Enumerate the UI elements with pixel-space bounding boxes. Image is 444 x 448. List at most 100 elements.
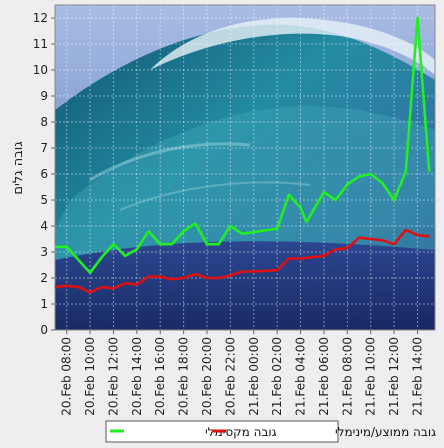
data-point [288, 194, 290, 196]
data-point [159, 243, 161, 245]
data-point [89, 272, 91, 274]
y-tick-label: 12 [33, 11, 48, 25]
data-point [335, 248, 337, 250]
y-axis-label: גובה גלים [11, 141, 26, 194]
data-point [305, 221, 307, 223]
x-tick-label: 21.Feb 06:00 [317, 337, 331, 416]
x-tick-label: 21.Feb 04:00 [294, 337, 308, 416]
x-tick-label: 20.Feb 22:00 [223, 337, 237, 416]
data-point [323, 191, 325, 193]
data-point [229, 274, 231, 276]
data-point [206, 243, 208, 245]
data-point [124, 255, 126, 257]
y-tick-label: 6 [40, 167, 48, 181]
x-axis: 20.Feb 08:00 20.Feb 10:00 20.Feb 12:00 20.F… [60, 330, 424, 416]
data-point [183, 230, 185, 232]
x-tick-label: 21.Feb 14:00 [410, 337, 424, 416]
data-point [112, 287, 115, 289]
data-point [218, 277, 220, 279]
y-tick-label: 3 [40, 245, 48, 259]
data-point [370, 173, 372, 175]
data-point [405, 229, 407, 231]
data-point [370, 238, 372, 240]
x-tick-label: 21.Feb 08:00 [340, 337, 354, 416]
data-point [358, 176, 360, 178]
data-point [358, 237, 360, 239]
data-point [101, 286, 103, 288]
data-point [323, 255, 325, 257]
series-line-avg [55, 228, 430, 294]
data-point [428, 170, 430, 172]
data-point [171, 243, 173, 245]
y-tick-label: 0 [40, 323, 48, 337]
data-point [381, 182, 383, 184]
data-point [253, 270, 255, 273]
data-point [66, 246, 68, 248]
data-point [194, 222, 196, 224]
x-tick-label: 20.Feb 08:00 [60, 337, 74, 416]
y-tick-label: 7 [40, 141, 48, 155]
data-point [241, 270, 243, 273]
data-point [136, 283, 138, 286]
x-tick-label: 20.Feb 10:00 [83, 337, 97, 416]
data-point [77, 286, 79, 288]
data-point [335, 199, 337, 201]
data-point [147, 276, 150, 278]
data-point [276, 228, 278, 230]
data-point [299, 257, 302, 260]
data-point [112, 243, 115, 245]
data-point [194, 273, 196, 275]
data-point [416, 17, 419, 19]
data-point [241, 233, 243, 235]
data-point [101, 256, 103, 258]
data-point [311, 256, 313, 258]
data-point [183, 277, 185, 279]
data-point [346, 247, 348, 249]
data-point [136, 248, 138, 250]
data-point [346, 183, 348, 185]
data-point [124, 282, 126, 284]
data-point [229, 225, 231, 227]
plot-background-photo [55, 5, 435, 330]
data-point [393, 243, 395, 245]
x-tick-label: 21.Feb 02:00 [270, 337, 284, 416]
data-point [206, 277, 208, 279]
y-tick-label: 5 [40, 193, 48, 207]
data-point [299, 207, 302, 209]
x-tick-label: 21.Feb 12:00 [387, 337, 401, 416]
y-tick-label: 1 [40, 297, 48, 311]
data-point [428, 235, 430, 237]
y-tick-label: 2 [40, 271, 48, 285]
x-tick-label: 20.Feb 14:00 [130, 337, 144, 416]
data-point [405, 170, 407, 172]
x-tick-label: 20.Feb 16:00 [153, 337, 167, 416]
data-point [276, 269, 278, 271]
y-tick-label: 4 [40, 219, 48, 233]
data-point [288, 257, 290, 260]
data-point [77, 259, 79, 261]
y-tick-label: 8 [40, 115, 48, 129]
x-tick-label: 20.Feb 18:00 [177, 337, 191, 416]
y-tick-label: 9 [40, 89, 48, 103]
x-tick-label: 21.Feb 10:00 [364, 337, 378, 416]
data-point [66, 285, 68, 287]
data-point [147, 230, 150, 232]
data-point [89, 291, 91, 293]
legend-label: גובה מקסימלי [205, 425, 277, 439]
data-point [416, 234, 419, 236]
x-tick-label: 20.Feb 12:00 [106, 337, 120, 416]
x-tick-label: 21.Feb 00:00 [247, 337, 261, 416]
data-point [393, 199, 395, 201]
plot-frame [54, 4, 436, 331]
data-point [55, 286, 56, 288]
data-point [381, 239, 383, 241]
data-point [171, 278, 173, 280]
y-tick-label: 11 [33, 37, 48, 51]
data-point [159, 276, 161, 278]
legend: גובה מקסימלי גובה ממוצע/מינימלי [105, 420, 436, 443]
data-point [218, 243, 220, 245]
series-layer [55, 16, 431, 294]
data-point [55, 246, 56, 248]
